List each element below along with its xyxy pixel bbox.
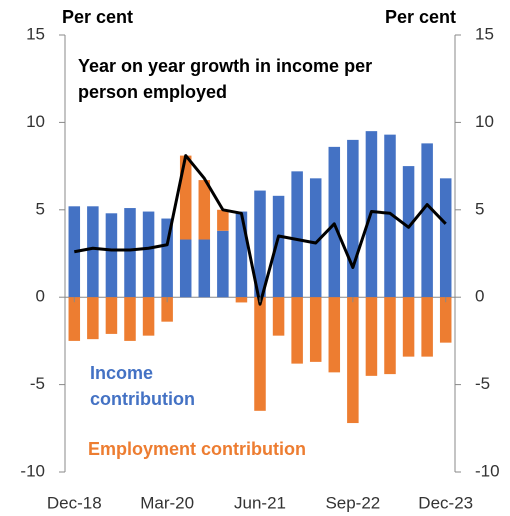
bar xyxy=(272,195,285,298)
bar xyxy=(254,297,266,411)
bar xyxy=(217,230,229,298)
bar xyxy=(384,297,396,375)
bar xyxy=(235,211,248,298)
bar xyxy=(254,190,266,298)
y2-tick-label: -5 xyxy=(475,374,490,393)
y-axis-label: Per cent xyxy=(62,7,134,27)
bar xyxy=(87,206,99,298)
bar xyxy=(68,297,81,341)
x-tick-label: Dec-18 xyxy=(47,493,102,512)
x-tick-label: Sep-22 xyxy=(325,493,380,512)
x-tick-label: Dec-23 xyxy=(418,493,473,512)
bar xyxy=(291,297,303,364)
y2-tick-label: 15 xyxy=(475,24,494,43)
bar xyxy=(142,211,155,298)
legend-label: Employment contribution xyxy=(88,439,306,459)
y-tick-label: 5 xyxy=(36,199,45,218)
bar xyxy=(421,297,433,357)
bar xyxy=(439,178,452,298)
bar xyxy=(142,297,155,336)
bar xyxy=(439,297,452,343)
y2-tick-label: -10 xyxy=(475,461,500,480)
bar xyxy=(198,180,211,240)
y-tick-label: 15 xyxy=(26,24,45,43)
bar xyxy=(347,297,359,424)
x-tick-label: Jun-21 xyxy=(234,493,286,512)
bar xyxy=(347,139,359,298)
bar xyxy=(291,171,303,298)
y2-tick-label: 0 xyxy=(475,287,484,306)
bar xyxy=(105,213,118,298)
bar xyxy=(328,297,341,373)
bar xyxy=(124,208,136,298)
bar xyxy=(217,209,229,231)
legend-label: Income contribution xyxy=(90,363,195,409)
bar xyxy=(198,239,211,298)
bar xyxy=(384,134,396,298)
bar xyxy=(161,218,173,298)
y-tick-label: 0 xyxy=(36,287,45,306)
bar xyxy=(309,178,322,298)
bar xyxy=(365,297,378,376)
bar xyxy=(179,155,192,240)
bar xyxy=(328,146,341,298)
bar xyxy=(124,297,136,341)
y-tick-label: -5 xyxy=(30,374,45,393)
y2-tick-label: 5 xyxy=(475,199,484,218)
y2-axis-label: Per cent xyxy=(384,7,456,27)
bar xyxy=(87,297,99,340)
bar xyxy=(421,143,433,298)
bar xyxy=(402,166,415,298)
y2-tick-label: 10 xyxy=(475,112,494,131)
bar xyxy=(179,239,192,298)
y-tick-label: -10 xyxy=(20,461,45,480)
chart-title: Year on year growth in income per person… xyxy=(78,56,373,102)
x-tick-label: Mar-20 xyxy=(140,493,194,512)
y-tick-label: 10 xyxy=(26,112,45,131)
bar xyxy=(272,297,285,336)
bar xyxy=(235,297,248,303)
bar xyxy=(105,297,118,334)
bar xyxy=(402,297,415,357)
bar xyxy=(161,297,173,322)
line xyxy=(74,154,447,306)
bar xyxy=(309,297,322,362)
